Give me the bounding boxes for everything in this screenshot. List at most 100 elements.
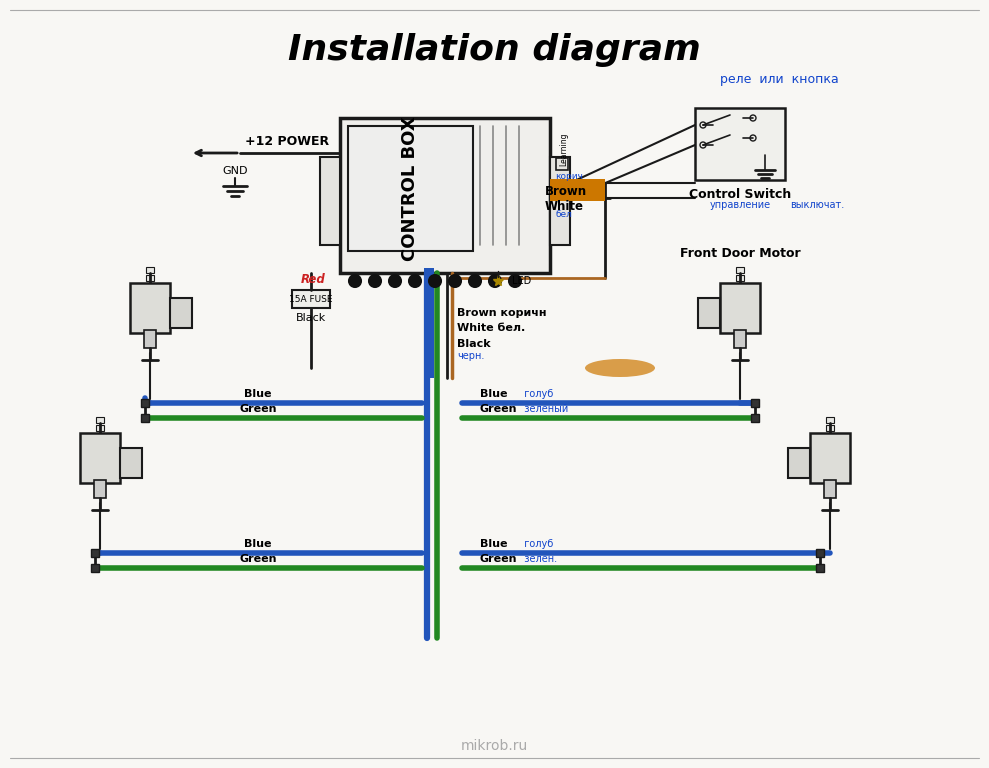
Text: бел: бел	[555, 210, 572, 219]
Circle shape	[509, 275, 521, 287]
Text: Installation diagram: Installation diagram	[288, 33, 700, 67]
Text: CONTROL BOX: CONTROL BOX	[401, 117, 419, 261]
Bar	[556, 158, 568, 170]
Bar	[736, 283, 744, 289]
Text: Blue: Blue	[244, 539, 272, 549]
Text: голуб: голуб	[518, 539, 554, 549]
Bar	[146, 299, 154, 305]
Bar	[141, 414, 149, 422]
Bar	[788, 448, 810, 478]
Text: Green: Green	[480, 554, 517, 564]
Text: GND: GND	[223, 166, 248, 176]
Bar	[320, 157, 340, 245]
Text: Blue: Blue	[480, 539, 507, 549]
Text: Black: Black	[457, 339, 491, 349]
Bar	[816, 564, 824, 572]
Circle shape	[349, 275, 361, 287]
Bar	[348, 126, 473, 251]
Bar	[94, 480, 106, 498]
Bar	[736, 267, 744, 273]
Text: Green: Green	[239, 554, 277, 564]
Text: Red: Red	[301, 273, 325, 286]
Bar	[96, 457, 104, 463]
Bar	[96, 441, 104, 447]
Bar	[146, 267, 154, 273]
Text: зелен.: зелен.	[518, 554, 557, 564]
Text: Black: Black	[296, 313, 326, 323]
Text: White: White	[545, 200, 584, 213]
Bar	[826, 457, 834, 463]
Circle shape	[449, 275, 461, 287]
Bar	[550, 157, 570, 245]
Text: White бел.: White бел.	[457, 323, 525, 333]
Bar	[146, 275, 154, 281]
Circle shape	[409, 275, 421, 287]
Text: черн.: черн.	[457, 351, 485, 361]
Bar	[130, 283, 170, 333]
Bar	[96, 449, 104, 455]
Bar	[826, 417, 834, 423]
Bar	[816, 549, 824, 557]
Text: выключат.: выключат.	[790, 200, 845, 210]
Circle shape	[429, 275, 441, 287]
Bar	[146, 307, 154, 313]
Circle shape	[369, 275, 381, 287]
Text: 15A FUSE: 15A FUSE	[289, 294, 332, 303]
Text: Blue: Blue	[244, 389, 272, 399]
Bar	[751, 399, 759, 407]
Text: Brown: Brown	[545, 185, 587, 198]
Bar	[826, 425, 834, 431]
Bar	[736, 291, 744, 297]
Bar	[810, 433, 850, 483]
Bar	[695, 108, 785, 180]
Text: +12 POWER: +12 POWER	[245, 135, 329, 148]
Bar	[734, 330, 746, 348]
Bar	[736, 299, 744, 305]
Bar	[120, 448, 142, 478]
Circle shape	[469, 275, 481, 287]
Bar	[91, 564, 99, 572]
Text: Front Door Motor: Front Door Motor	[679, 247, 800, 260]
Circle shape	[389, 275, 401, 287]
Bar	[698, 298, 720, 328]
Bar	[720, 283, 760, 333]
Bar	[751, 414, 759, 422]
Text: Green: Green	[239, 404, 277, 414]
Bar	[170, 298, 192, 328]
Text: реле  или  кнопка: реле или кнопка	[720, 74, 839, 87]
Text: mikrob.ru: mikrob.ru	[460, 739, 527, 753]
Text: LED: LED	[512, 276, 531, 286]
Bar	[340, 118, 550, 273]
Bar	[736, 275, 744, 281]
Bar	[826, 449, 834, 455]
Bar	[292, 290, 330, 308]
Bar	[96, 425, 104, 431]
Text: Brown коричн: Brown коричн	[457, 308, 547, 318]
Bar	[96, 433, 104, 439]
Bar	[826, 433, 834, 439]
Text: голуб: голуб	[518, 389, 554, 399]
Text: управление: управление	[709, 200, 770, 210]
Text: Learning: Learning	[560, 133, 569, 167]
Bar	[736, 307, 744, 313]
Bar	[146, 283, 154, 289]
Bar	[550, 179, 605, 201]
Bar	[91, 549, 99, 557]
Bar	[824, 480, 836, 498]
Bar	[826, 441, 834, 447]
FancyBboxPatch shape	[424, 268, 434, 378]
Text: Control Switch: Control Switch	[689, 188, 791, 201]
Bar	[141, 399, 149, 407]
Text: корич: корич	[555, 172, 583, 181]
Text: Blue: Blue	[480, 389, 507, 399]
Bar	[550, 179, 605, 201]
Bar	[80, 433, 120, 483]
Bar	[144, 330, 156, 348]
Bar	[424, 268, 434, 378]
Text: Green: Green	[480, 404, 517, 414]
Bar	[146, 291, 154, 297]
Bar	[96, 417, 104, 423]
Text: зеленый: зеленый	[518, 404, 569, 414]
Ellipse shape	[585, 359, 655, 377]
Circle shape	[489, 275, 501, 287]
